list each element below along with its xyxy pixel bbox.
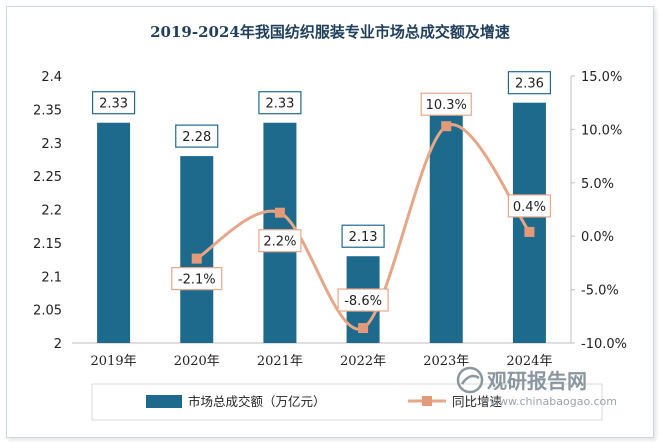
bar-value-label-text: 2.33 (99, 97, 128, 112)
left-tick-label: 2.1 (41, 270, 62, 285)
legend-line-marker (422, 396, 432, 406)
bar-value-label: 2.13 (341, 224, 385, 248)
right-tick-label: 5.0% (581, 177, 614, 192)
legend-bar-swatch (146, 395, 182, 408)
left-tick-label: 2.05 (33, 304, 62, 319)
bar-value-label: 2.33 (91, 91, 136, 115)
line-point (274, 207, 285, 218)
category-label: 2022年 (340, 354, 386, 369)
line-point (191, 253, 202, 264)
legend-line-label: 同比增速 (452, 394, 503, 409)
growth-value-label-text: 0.4% (513, 200, 546, 215)
line-point (524, 226, 535, 237)
right-tick-label: -5.0% (581, 284, 619, 299)
brand-logo-icon (456, 366, 484, 394)
watermark-brand: 观研报告网 (487, 369, 587, 393)
line-point (441, 121, 452, 132)
growth-value-label: 0.4% (507, 194, 552, 218)
category-label: 2021年 (257, 354, 303, 369)
growth-value-label-text: -8.6% (344, 294, 382, 309)
bar-value-label: 2.28 (175, 124, 219, 148)
growth-line (195, 123, 531, 331)
right-tick-label: -10.0% (581, 337, 627, 352)
growth-value-label-text: 2.2% (263, 235, 296, 250)
left-tick-label: 2.4 (41, 70, 62, 85)
bar-value-label: 2.36 (507, 71, 552, 95)
left-tick-label: 2.2 (41, 204, 62, 219)
bar-value-label-text: 2.13 (349, 230, 378, 245)
growth-value-label: 2.2% (258, 229, 302, 253)
legend-bar-label: 市场总成交额（万亿元） (188, 394, 326, 409)
growth-value-label-text: -2.1% (178, 273, 216, 288)
left-tick-label: 2 (54, 337, 62, 352)
growth-value-label: -8.6% (337, 288, 389, 312)
bar-value-label-text: 2.36 (515, 77, 544, 92)
growth-value-label-text: 10.3% (426, 98, 467, 113)
category-label: 2024年 (506, 354, 552, 369)
bar-value-label: 2.33 (258, 91, 302, 115)
bar (429, 109, 463, 343)
left-tick-label: 2.25 (33, 170, 62, 185)
category-label: 2020年 (174, 354, 220, 369)
left-tick-label: 2.3 (41, 137, 62, 152)
left-tick-label: 2.15 (33, 237, 62, 252)
right-tick-label: 0.0% (581, 230, 614, 245)
category-label: 2019年 (91, 354, 137, 369)
left-tick-label: 2.35 (33, 103, 62, 118)
right-tick-label: 10.0% (581, 123, 622, 138)
growth-value-label: -2.1% (171, 267, 223, 291)
chart-title: 2019-2024年我国纺织服装专业市场总成交额及增速 (150, 23, 510, 41)
watermark-url: www.chinabaogao.com (490, 395, 617, 408)
right-tick-label: 15.0% (581, 70, 622, 85)
bar-value-label-text: 2.33 (265, 97, 294, 112)
bar-value-label-text: 2.28 (182, 130, 211, 145)
growth-value-label: 10.3% (420, 92, 472, 116)
category-label: 2023年 (423, 354, 469, 369)
bar (512, 102, 546, 343)
watermark: 观研报告网 www.chinabaogao.com (456, 366, 617, 408)
line-point (358, 323, 369, 334)
bar (97, 122, 131, 343)
